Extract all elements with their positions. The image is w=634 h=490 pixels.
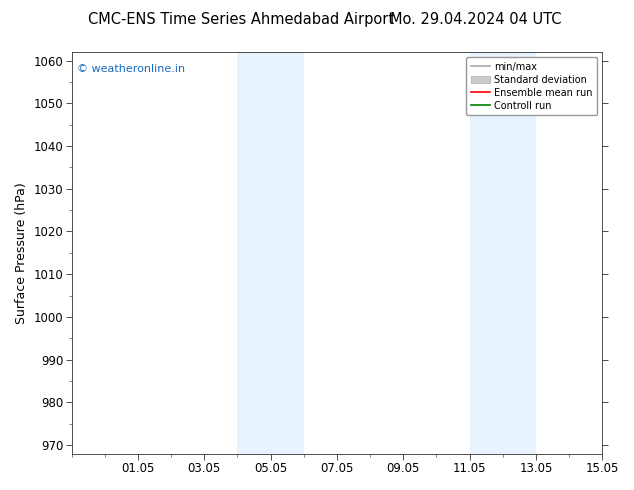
Bar [470, 52, 536, 454]
Text: © weatheronline.in: © weatheronline.in [77, 64, 185, 74]
Text: CMC-ENS Time Series Ahmedabad Airport: CMC-ENS Time Series Ahmedabad Airport [88, 12, 394, 27]
Legend: min/max, Standard deviation, Ensemble mean run, Controll run: min/max, Standard deviation, Ensemble me… [466, 57, 597, 115]
Y-axis label: Surface Pressure (hPa): Surface Pressure (hPa) [15, 182, 28, 324]
Bar [238, 52, 304, 454]
Text: Mo. 29.04.2024 04 UTC: Mo. 29.04.2024 04 UTC [390, 12, 561, 27]
